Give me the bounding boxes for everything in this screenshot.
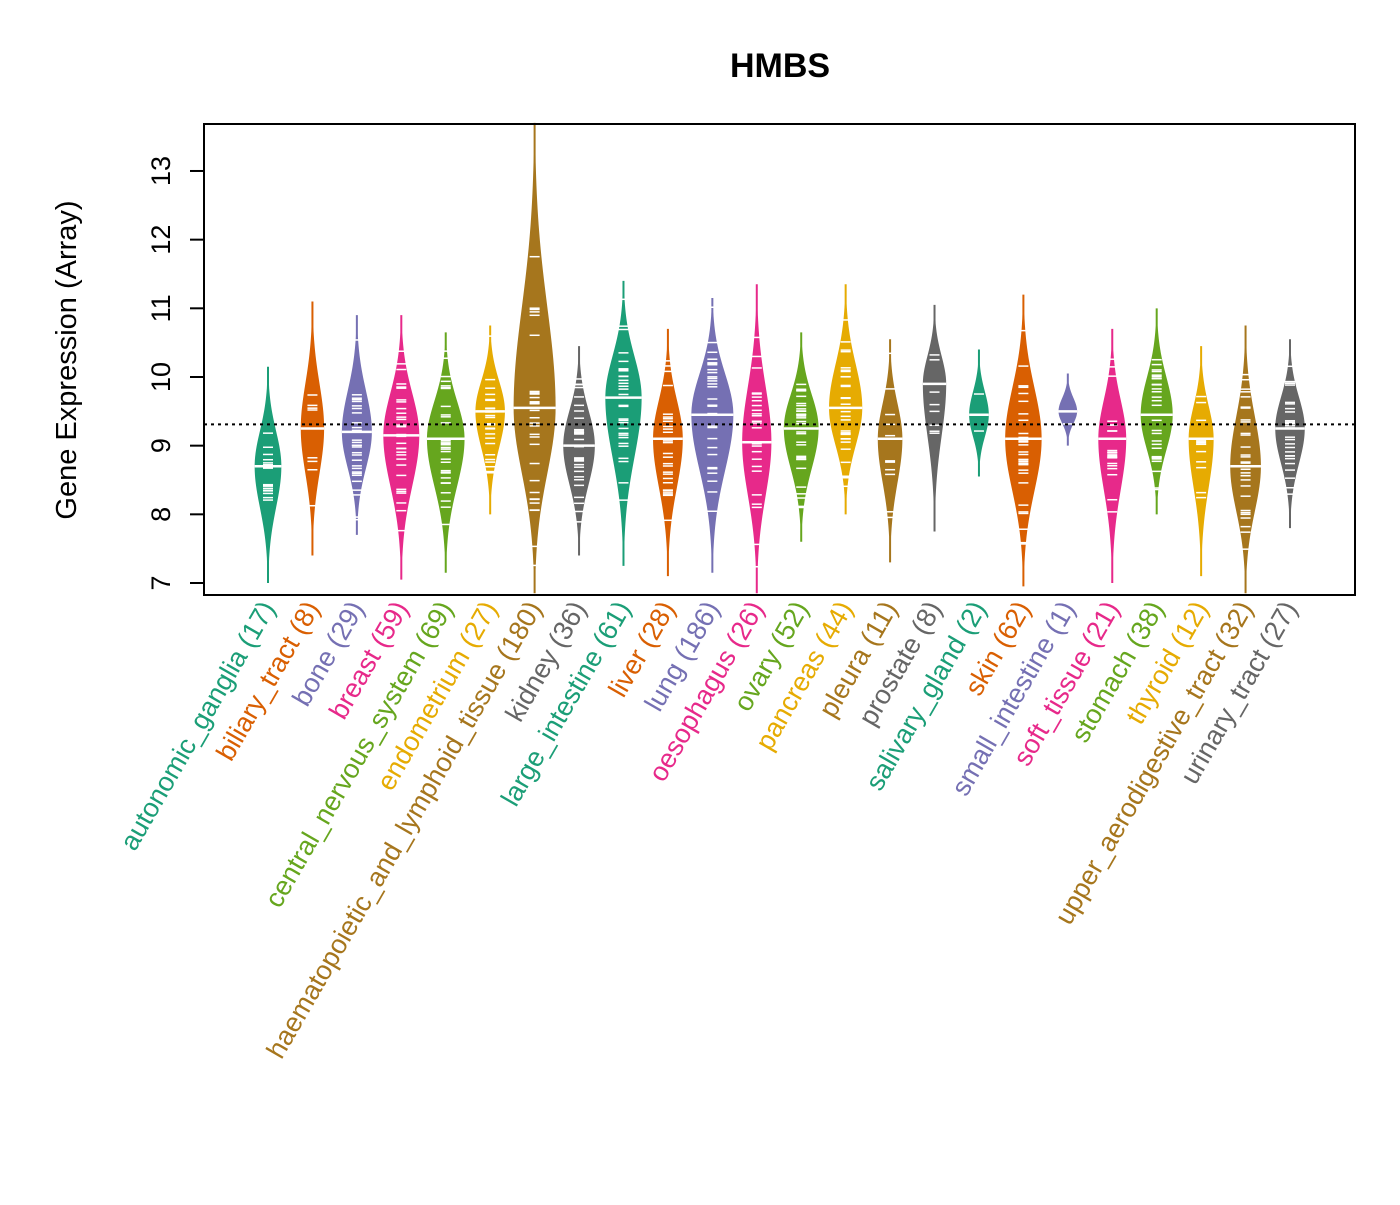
bean-biliary_tract	[300, 301, 325, 556]
bean-density	[426, 332, 465, 573]
bean-density	[341, 315, 372, 535]
bean-endometrium	[475, 325, 505, 515]
bean-density	[969, 349, 989, 477]
bean-kidney	[563, 346, 595, 556]
bean-density	[1058, 373, 1078, 446]
y-tick-label: 9	[146, 438, 176, 453]
bean-central_nervous_system	[426, 332, 465, 573]
bean-haematopoietic_and_lymphoid_tissue	[513, 122, 556, 594]
bean-pleura	[877, 339, 903, 563]
y-tick-label: 7	[146, 575, 176, 590]
bean-large_intestine	[605, 280, 642, 566]
bean-density	[742, 284, 772, 594]
bean-density	[475, 325, 505, 515]
bean-density	[877, 339, 903, 563]
bean-oesophagus	[742, 284, 772, 594]
chart-title: HMBS	[730, 47, 830, 85]
bean-density	[513, 122, 556, 594]
bean-density	[383, 315, 420, 580]
bean-density	[691, 298, 734, 573]
bean-breast	[383, 315, 420, 580]
bean-density	[1140, 308, 1173, 515]
bean-density	[563, 346, 595, 556]
bean-skin	[1005, 294, 1042, 587]
bean-density	[922, 304, 947, 532]
y-axis-label: Gene Expression (Array)	[51, 200, 83, 519]
bean-salivary_gland	[969, 349, 989, 477]
bean-density	[1230, 325, 1261, 594]
bean-liver	[653, 328, 683, 577]
bean-pancreas	[829, 284, 863, 515]
bean-urinary_tract	[1275, 339, 1305, 529]
y-tick-label: 10	[146, 362, 176, 392]
y-tick-label: 11	[146, 294, 176, 322]
y-tick-label: 8	[146, 507, 176, 522]
y-tick-label: 13	[146, 156, 176, 186]
bean-upper_aerodigestive_tract	[1230, 325, 1261, 594]
bean-bone	[341, 315, 372, 535]
bean-density	[1275, 339, 1305, 529]
bean-lung	[691, 298, 734, 573]
bean-autonomic_ganglia	[254, 366, 282, 583]
bean-stomach	[1140, 308, 1173, 515]
bean-thyroid	[1188, 346, 1214, 577]
y-tick-label: 12	[146, 225, 176, 255]
bean-soft_tissue	[1098, 328, 1127, 583]
bean-ovary	[783, 332, 819, 542]
bean-density	[254, 366, 282, 583]
bean-density	[653, 328, 683, 577]
bean-density	[783, 332, 819, 542]
plot-frame	[203, 123, 1356, 596]
bean-density	[829, 284, 863, 515]
bean-small_intestine	[1058, 373, 1078, 446]
bean-prostate	[922, 304, 947, 532]
